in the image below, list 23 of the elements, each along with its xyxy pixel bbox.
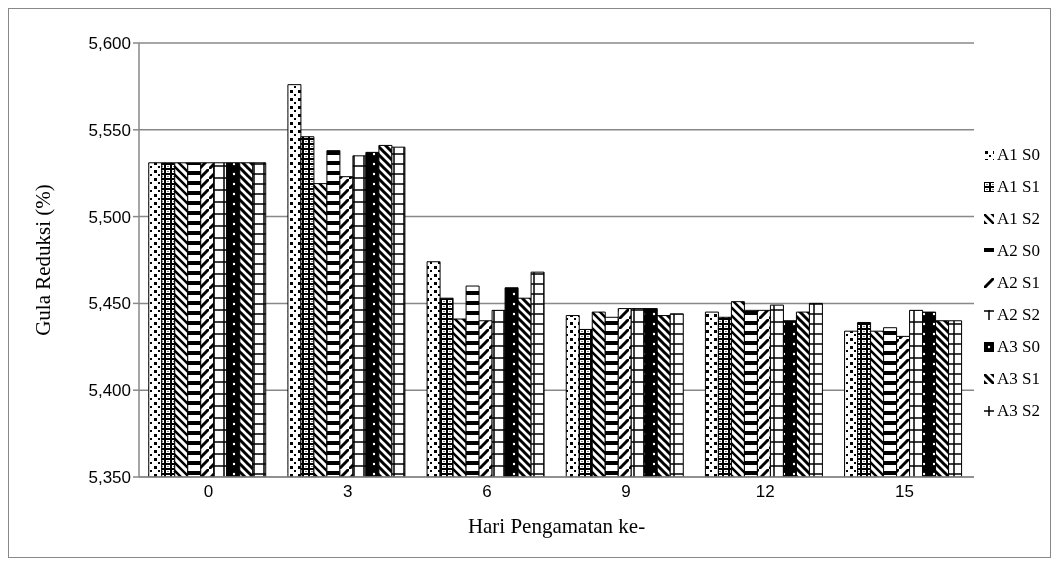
legend-label: A1 S2 (997, 209, 1040, 229)
y-tick-label: 5,500 (88, 207, 131, 227)
y-tick-label: 5,600 (88, 34, 131, 54)
x-axis-title: Hari Pengamatan ke- (467, 514, 646, 538)
legend-label: A3 S0 (997, 337, 1040, 357)
legend-label: A3 S2 (997, 401, 1040, 421)
x-tick-label: 12 (755, 482, 775, 502)
legend-label: A1 S0 (997, 145, 1040, 165)
legend-label: A3 S1 (997, 369, 1040, 389)
y-axis-title: Gula Reduksi (%) (31, 184, 56, 336)
x-tick-label: 6 (482, 482, 492, 502)
y-tick-label: 5,550 (88, 120, 131, 140)
x-tick-label: 0 (203, 482, 214, 502)
legend-label: A2 S1 (997, 273, 1040, 293)
legend-label: A1 S1 (997, 177, 1040, 197)
legend-label: A2 S2 (997, 305, 1040, 325)
x-tick-label: 3 (343, 482, 353, 502)
legend-label: A2 S0 (997, 241, 1040, 261)
y-tick-label: 5,450 (88, 294, 131, 314)
y-tick-label: 5,400 (88, 381, 131, 401)
y-tick-label: 5,350 (88, 468, 131, 488)
x-tick-label: 9 (621, 482, 631, 502)
x-tick-label: 15 (894, 482, 914, 502)
